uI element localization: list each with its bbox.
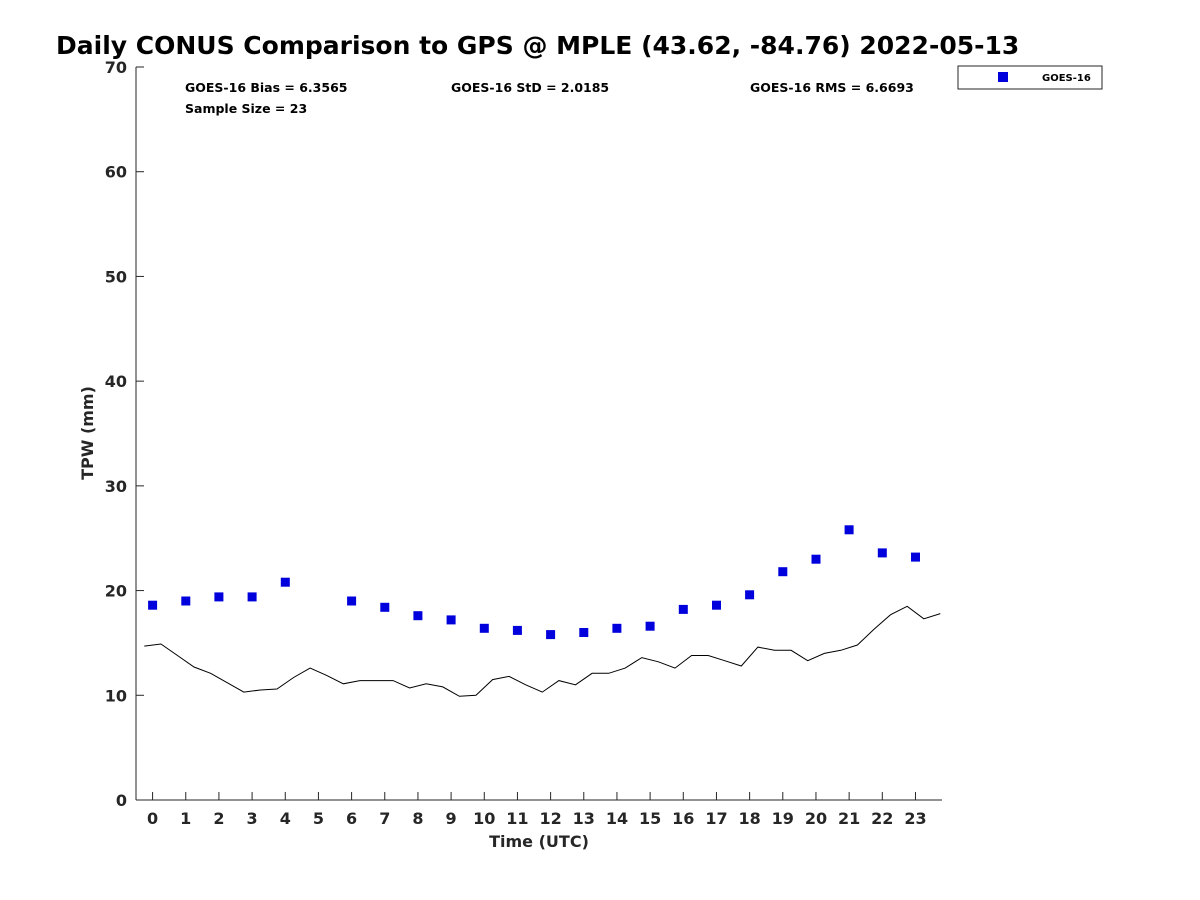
y-tick-label: 10 (105, 686, 127, 705)
x-tick-label: 3 (247, 809, 258, 828)
x-tick-label: 4 (280, 809, 291, 828)
goes16-point (811, 554, 821, 564)
goes16-point (280, 577, 290, 587)
x-tick-label: 22 (871, 809, 893, 828)
x-tick-label: 11 (506, 809, 528, 828)
x-tick-label: 20 (805, 809, 827, 828)
x-tick-label: 15 (639, 809, 661, 828)
goes16-point (645, 621, 655, 631)
goes16-point (678, 604, 688, 614)
bias-stat: GOES-16 Bias = 6.3565 (185, 80, 347, 95)
x-tick-label: 9 (446, 809, 457, 828)
x-tick-label: 18 (738, 809, 760, 828)
y-axis-ticks: 0 10 20 30 40 50 60 70 (105, 58, 144, 810)
x-tick-label: 10 (473, 809, 495, 828)
legend-label-goes16: GOES-16 (1042, 73, 1091, 84)
y-tick-label: 40 (105, 372, 127, 391)
goes16-point (214, 592, 224, 602)
goes16-point (347, 596, 357, 606)
x-tick-label: 6 (346, 809, 357, 828)
x-tick-label: 5 (313, 809, 324, 828)
y-tick-label: 0 (116, 791, 127, 810)
gps-series-line (144, 605, 941, 697)
x-tick-label: 1 (180, 809, 191, 828)
x-tick-label: 21 (838, 809, 860, 828)
goes16-point (512, 625, 522, 635)
goes16-point (579, 628, 589, 637)
x-tick-label: 0 (147, 809, 158, 828)
goes16-point (413, 611, 423, 621)
goes16-points-layer (148, 525, 920, 640)
goes16-point (247, 592, 257, 602)
goes16-point (745, 590, 755, 600)
legend-box (957, 65, 1103, 90)
goes16-point (844, 525, 854, 535)
x-tick-label: 2 (213, 809, 224, 828)
y-axis-label: TPW (mm) (78, 386, 97, 480)
x-tick-label: 16 (672, 809, 694, 828)
std-stat: GOES-16 StD = 2.0185 (451, 80, 609, 95)
chart-title: Daily CONUS Comparison to GPS @ MPLE (43… (56, 31, 1019, 60)
y-tick-label: 60 (105, 163, 127, 182)
x-tick-label: 8 (412, 809, 423, 828)
legend-marker-goes16 (998, 72, 1008, 82)
y-tick-label: 20 (105, 582, 127, 601)
y-tick-label: 50 (105, 267, 127, 286)
legend: GOES-16 (957, 65, 1103, 90)
rms-stat: GOES-16 RMS = 6.6693 (750, 80, 914, 95)
goes16-point (877, 548, 887, 558)
goes16-point (911, 552, 920, 562)
gps-line-layer (144, 605, 941, 697)
x-tick-label: 23 (904, 809, 926, 828)
sample-size-stat: Sample Size = 23 (185, 101, 307, 116)
x-tick-label: 19 (772, 809, 794, 828)
x-tick-label: 7 (379, 809, 390, 828)
goes16-point (612, 623, 622, 633)
goes16-point (181, 596, 191, 606)
goes16-point (479, 623, 489, 633)
x-tick-label: 14 (606, 809, 628, 828)
goes16-point (148, 600, 158, 610)
x-axis-ticks: 0 1 2 3 4 5 6 7 8 9 10 11 12 13 14 15 16 17 18 19 20 21 22 23 (147, 792, 927, 828)
goes16-point (778, 567, 788, 577)
plot-area (135, 67, 942, 801)
goes16-point (446, 615, 456, 625)
x-axis-label: Time (UTC) (489, 832, 589, 851)
goes16-point (712, 600, 721, 610)
x-tick-label: 13 (573, 809, 595, 828)
y-tick-label: 70 (105, 58, 127, 77)
goes16-point (380, 602, 390, 612)
x-tick-label: 17 (705, 809, 727, 828)
x-tick-label: 12 (539, 809, 561, 828)
y-tick-label: 30 (105, 477, 127, 496)
goes16-point (546, 630, 556, 640)
